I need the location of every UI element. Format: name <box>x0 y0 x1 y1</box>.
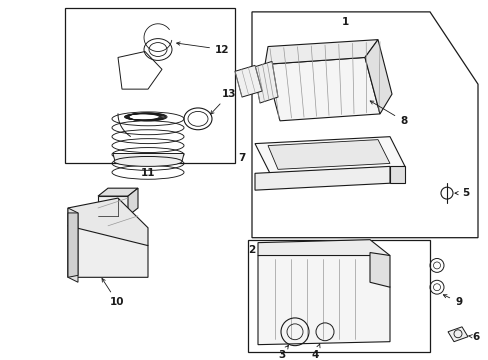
Polygon shape <box>267 140 389 169</box>
Polygon shape <box>389 166 404 183</box>
Polygon shape <box>254 166 389 190</box>
Text: 5: 5 <box>454 188 468 198</box>
Text: 1: 1 <box>341 17 348 27</box>
Polygon shape <box>98 188 138 196</box>
Text: 10: 10 <box>102 278 124 307</box>
Text: 12: 12 <box>176 42 229 54</box>
Text: 3: 3 <box>278 345 288 360</box>
Polygon shape <box>258 253 389 345</box>
Text: 11: 11 <box>141 168 155 178</box>
Polygon shape <box>235 66 262 97</box>
Polygon shape <box>254 137 404 173</box>
Polygon shape <box>128 188 138 216</box>
Text: 4: 4 <box>311 344 319 360</box>
Polygon shape <box>68 213 78 277</box>
Text: 8: 8 <box>369 101 407 126</box>
Polygon shape <box>369 253 389 287</box>
Polygon shape <box>447 327 467 342</box>
Text: 7: 7 <box>238 153 245 163</box>
Polygon shape <box>364 40 391 114</box>
Text: 2: 2 <box>248 244 255 255</box>
Polygon shape <box>252 62 278 103</box>
Ellipse shape <box>114 157 182 166</box>
Polygon shape <box>264 58 379 121</box>
Text: 9: 9 <box>443 295 461 307</box>
Polygon shape <box>264 40 377 64</box>
Polygon shape <box>68 198 148 246</box>
Text: 6: 6 <box>468 332 478 342</box>
Text: 13: 13 <box>210 89 236 114</box>
Polygon shape <box>113 153 183 161</box>
Polygon shape <box>258 240 389 256</box>
Polygon shape <box>98 196 128 216</box>
Polygon shape <box>68 216 148 277</box>
Polygon shape <box>68 208 78 282</box>
